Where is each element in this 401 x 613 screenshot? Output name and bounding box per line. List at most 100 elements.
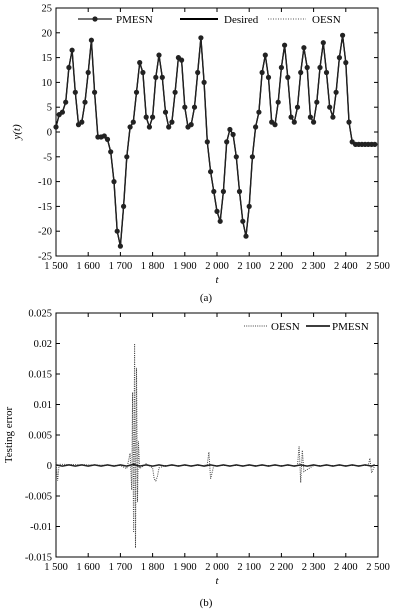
series-pmesn-line <box>55 463 376 467</box>
x-tick-label: 1 600 <box>76 562 100 573</box>
pmesn-point <box>182 104 188 110</box>
y-tick-label: 0.02 <box>34 339 52 350</box>
panel-b-caption: (b) <box>200 597 213 609</box>
pmesn-point <box>198 35 204 41</box>
pmesn-point <box>224 139 230 145</box>
pmesn-point <box>188 121 194 128</box>
y-tick-label: -15 <box>38 202 52 213</box>
pmesn-point <box>104 136 111 142</box>
pmesn-point <box>143 114 149 120</box>
y-tick-label: -0.01 <box>30 522 52 533</box>
pmesn-point <box>159 74 165 80</box>
pmesn-point <box>317 64 323 71</box>
pmesn-point <box>124 154 130 160</box>
y-axis-label: y(t) <box>11 124 23 141</box>
pmesn-point <box>63 99 69 105</box>
x-tick-label: 1 500 <box>44 261 68 272</box>
x-tick-label: 2 500 <box>366 261 390 272</box>
series-pmesn-line <box>55 35 375 247</box>
pmesn-point <box>236 188 243 195</box>
y-tick-label: 20 <box>42 28 53 39</box>
y-tick-label: 0 <box>47 128 52 139</box>
x-tick-label: 2 400 <box>334 261 358 272</box>
pmesn-point <box>327 104 333 110</box>
pmesn-point <box>307 114 314 120</box>
y-axis-label: Testing error <box>3 406 15 463</box>
pmesn-point <box>304 64 310 71</box>
pmesn-point <box>204 139 210 145</box>
pmesn-point <box>314 99 320 105</box>
legend-pmesn-marker <box>92 16 98 22</box>
panel-b-chart: 1 500 1 600 1 700 1 800 1 900 2 000 2 100 2 200… <box>3 309 390 588</box>
pmesn-point <box>191 104 198 110</box>
pmesn-point <box>311 119 317 125</box>
panel-a-caption: (a) <box>200 292 213 304</box>
pmesn-point <box>66 64 72 71</box>
pmesn-point <box>69 47 75 53</box>
pmesn-point <box>162 109 169 115</box>
y-tick-label: 0.01 <box>34 400 52 411</box>
pmesn-point <box>214 208 220 214</box>
pmesn-point <box>169 119 175 125</box>
x-tick-label: 2 300 <box>302 261 326 272</box>
pmesn-point <box>330 114 336 120</box>
y-tick-label: 0.025 <box>28 309 52 320</box>
pmesn-point <box>285 74 291 80</box>
pmesn-point <box>275 99 281 105</box>
pmesn-point <box>291 119 297 125</box>
x-tick-label: 2 500 <box>366 562 390 573</box>
pmesn-point <box>243 233 249 239</box>
pmesn-point <box>372 141 378 147</box>
legend-pmesn-label: PMESN <box>116 14 153 26</box>
pmesn-point <box>146 124 152 130</box>
pmesn-point <box>288 114 294 120</box>
pmesn-point <box>294 104 301 110</box>
pmesn-point <box>195 69 201 76</box>
pmesn-point <box>262 52 268 58</box>
series-oesn-line <box>55 35 375 247</box>
pmesn-point <box>156 52 162 58</box>
pmesn-point <box>220 188 226 195</box>
pmesn-point <box>82 99 88 105</box>
y-tick-label: 0.005 <box>28 431 52 442</box>
pmesn-point <box>211 188 217 195</box>
x-tick-label: 1 700 <box>109 261 133 272</box>
y-tick-label: 0.015 <box>28 370 52 381</box>
legend-desired-label: Desired <box>224 14 259 26</box>
pmesn-point <box>340 32 346 38</box>
pmesn-point <box>323 69 330 76</box>
pmesn-point <box>150 114 156 120</box>
pmesn-point <box>343 59 349 66</box>
x-tick-label: 2 100 <box>237 261 261 272</box>
pmesn-point <box>282 42 288 48</box>
x-tick-label: 1 800 <box>141 261 165 272</box>
pmesn-point <box>101 133 107 139</box>
x-tick-label: 2 200 <box>270 562 294 573</box>
pmesn-point <box>233 154 239 160</box>
x-tick-label: 2 000 <box>205 261 229 272</box>
y-tick-label: -5 <box>43 152 52 163</box>
x-tick-label: 2 200 <box>270 261 294 272</box>
x-tick-label: 1 800 <box>141 562 165 573</box>
y-tick-label: 15 <box>42 53 53 64</box>
panel-a-chart: 1 500 1 600 1 700 1 800 1 900 2 000 2 100 2 200… <box>11 4 390 287</box>
pmesn-point <box>336 54 343 61</box>
pmesn-point <box>79 119 85 125</box>
y-tick-label: -0.005 <box>25 492 52 503</box>
pmesn-point <box>72 89 78 95</box>
series-oesn-line <box>55 343 376 548</box>
series-desired-line <box>55 35 375 247</box>
pmesn-point <box>227 126 233 133</box>
pmesn-point <box>108 149 114 155</box>
x-tick-label: 1 900 <box>173 261 197 272</box>
pmesn-point <box>246 203 252 209</box>
pmesn-point <box>208 169 214 175</box>
pmesn-point <box>333 89 339 95</box>
pmesn-point <box>172 89 178 95</box>
pmesn-point <box>137 59 143 66</box>
x-axis-label: t <box>215 274 219 286</box>
pmesn-point <box>217 218 223 224</box>
y-tick-label: -25 <box>38 252 52 263</box>
pmesn-point <box>53 124 59 130</box>
pmesn-point <box>179 57 185 63</box>
